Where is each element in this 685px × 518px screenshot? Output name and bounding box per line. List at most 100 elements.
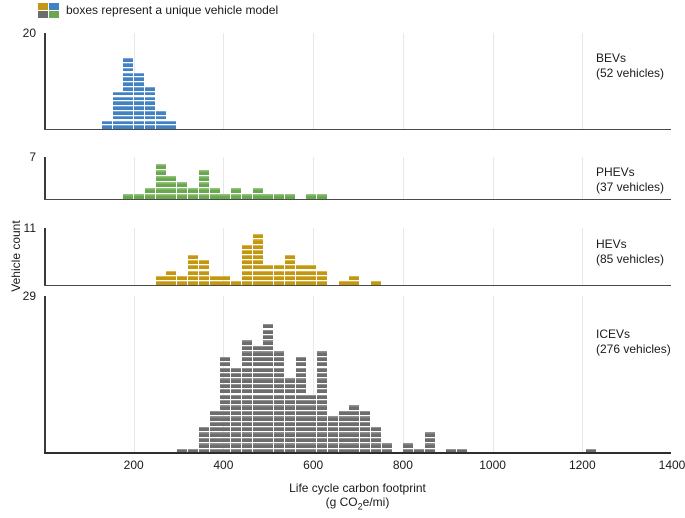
x-tick-1400: 1400 xyxy=(658,458,685,472)
vehicle-box xyxy=(134,110,145,115)
vehicle-box xyxy=(327,427,338,432)
vehicle-box xyxy=(252,421,263,426)
vehicle-box xyxy=(231,410,241,416)
vehicle-box xyxy=(306,270,317,275)
panel-phevs: PHEVs (37 vehicles) xyxy=(44,157,671,200)
legend-label: boxes represent a unique vehicle model xyxy=(66,3,279,17)
vehicle-box xyxy=(112,101,123,105)
vehicle-box xyxy=(112,115,123,120)
vehicle-box xyxy=(209,448,220,453)
vehicle-box xyxy=(112,120,123,125)
vehicle-box xyxy=(187,260,198,265)
vehicle-box xyxy=(220,437,231,443)
vehicle-box xyxy=(241,378,252,383)
vehicle-box xyxy=(360,443,371,448)
vehicle-box xyxy=(338,432,349,437)
vehicle-box xyxy=(306,280,317,285)
vehicle-box xyxy=(231,194,241,199)
vehicle-box xyxy=(274,275,285,280)
gridline-1200 xyxy=(582,228,584,285)
y-max-label-icevs: 29 xyxy=(22,289,36,303)
vehicle-box xyxy=(263,421,274,426)
gridline-600 xyxy=(313,157,315,199)
vehicle-box xyxy=(317,421,328,426)
vehicle-box xyxy=(166,188,177,193)
legend-swatch-color-1 xyxy=(49,2,59,10)
vehicle-box xyxy=(144,188,155,193)
legend-swatch-color-3 xyxy=(49,10,59,18)
vehicle-box xyxy=(338,421,349,426)
vehicle-box xyxy=(123,58,134,62)
vehicle-box xyxy=(274,194,285,199)
vehicle-box xyxy=(327,416,338,421)
x-axis-unit-suffix: e/mi) xyxy=(362,495,390,509)
vehicle-box xyxy=(252,367,263,372)
vehicle-box xyxy=(263,362,274,367)
vehicle-box xyxy=(220,405,231,410)
panel-label-count: (37 vehicles) xyxy=(596,180,665,194)
vehicle-box xyxy=(220,383,231,389)
vehicle-box xyxy=(295,389,306,394)
vehicle-box xyxy=(263,372,274,378)
vehicle-box xyxy=(263,443,274,448)
vehicle-box xyxy=(295,275,306,280)
gridline-800 xyxy=(402,33,404,129)
vehicle-box xyxy=(284,448,295,453)
gridline-1000 xyxy=(492,157,494,199)
vehicle-box xyxy=(134,91,145,96)
vehicle-box xyxy=(360,432,371,437)
vehicle-box xyxy=(263,280,274,285)
vehicle-box xyxy=(209,410,220,416)
vehicle-box xyxy=(134,194,145,199)
vehicle-box xyxy=(274,427,285,432)
vehicle-box xyxy=(101,125,112,129)
vehicle-box xyxy=(231,372,241,378)
vehicle-box xyxy=(403,448,414,453)
vehicle-box xyxy=(144,110,155,115)
vehicle-box xyxy=(134,77,145,81)
vehicle-box xyxy=(327,437,338,443)
vehicle-box xyxy=(274,389,285,394)
vehicle-box xyxy=(349,410,360,416)
vehicle-box xyxy=(263,416,274,421)
vehicle-box xyxy=(252,194,263,199)
vehicle-box xyxy=(317,394,328,399)
vehicle-box xyxy=(274,383,285,389)
vehicle-box xyxy=(295,432,306,437)
vehicle-box xyxy=(166,125,177,129)
vehicle-box xyxy=(284,437,295,443)
vehicle-box xyxy=(123,77,134,81)
x-axis-unit-prefix: (g CO xyxy=(325,495,358,509)
gridline-1000 xyxy=(492,296,494,453)
vehicle-box xyxy=(187,188,198,193)
vehicle-box xyxy=(284,432,295,437)
vehicle-box xyxy=(295,270,306,275)
vehicle-box xyxy=(241,416,252,421)
gridline-600 xyxy=(313,228,315,285)
vehicle-box xyxy=(263,432,274,437)
vehicle-box xyxy=(220,399,231,405)
vehicle-box xyxy=(349,437,360,443)
vehicle-box xyxy=(209,421,220,426)
vehicle-box xyxy=(349,405,360,410)
vehicle-box xyxy=(155,170,166,175)
vehicle-box xyxy=(220,372,231,378)
vehicle-box xyxy=(306,394,317,399)
vehicle-box xyxy=(209,443,220,448)
vehicle-box xyxy=(123,101,134,105)
vehicle-box xyxy=(231,394,241,399)
y-axis-spine xyxy=(44,228,46,285)
vehicle-box xyxy=(166,176,177,181)
vehicle-box xyxy=(123,72,134,77)
vehicle-box xyxy=(360,410,371,416)
vehicle-box xyxy=(284,421,295,426)
vehicle-box xyxy=(252,448,263,453)
gridline-200 xyxy=(133,33,135,129)
vehicle-box xyxy=(187,448,198,453)
vehicle-box xyxy=(252,416,263,421)
panel-baseline xyxy=(44,198,671,200)
vehicle-box xyxy=(284,389,295,394)
gridline-200 xyxy=(133,228,135,285)
vehicle-box xyxy=(241,255,252,260)
vehicle-box xyxy=(166,194,177,199)
